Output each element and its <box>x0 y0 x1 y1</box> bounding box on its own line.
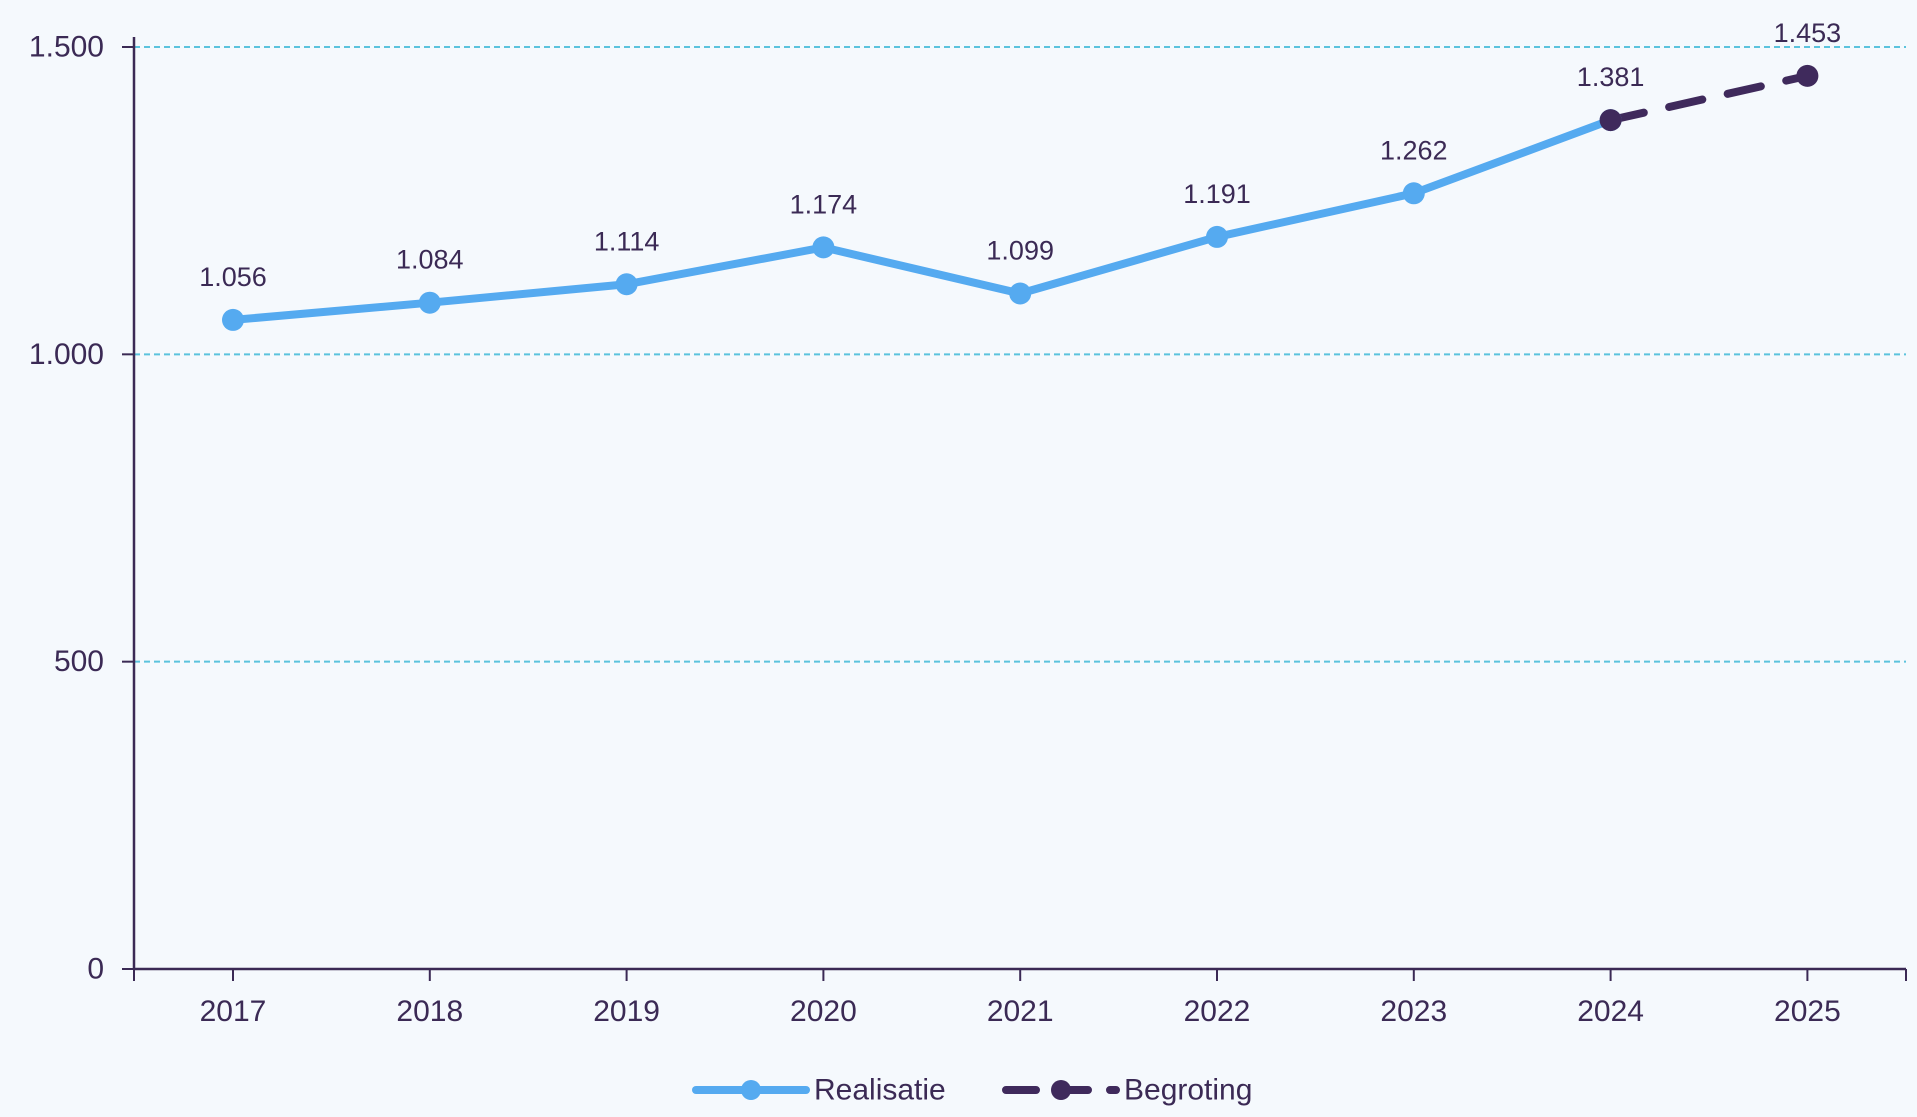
legend-marker <box>1051 1080 1071 1100</box>
y-axis-ticks: 0 500 1.000 1.500 <box>29 31 134 986</box>
legend-item-begroting: Begroting <box>1002 1074 1252 1107</box>
data-label: 1.381 <box>1577 62 1645 92</box>
data-label: 1.191 <box>1183 179 1251 209</box>
data-label: 1.262 <box>1380 135 1448 165</box>
data-point <box>222 308 244 331</box>
series-line-realisatie <box>229 116 1615 324</box>
legend-item-realisatie: Realisatie <box>692 1074 946 1107</box>
axes <box>132 37 1907 981</box>
data-label: 1.114 <box>594 226 660 256</box>
data-label: 1.099 <box>986 235 1054 265</box>
legend-label: Realisatie <box>814 1074 946 1107</box>
y-tick-label: 0 <box>87 953 104 986</box>
data-label: 1.084 <box>396 245 464 275</box>
data-point <box>1402 182 1425 205</box>
x-tick-label: 2022 <box>1184 995 1251 1028</box>
data-point <box>812 236 835 259</box>
y-tick-label: 500 <box>54 645 104 678</box>
x-tick-label: 2025 <box>1774 995 1841 1028</box>
data-point <box>1599 109 1622 132</box>
data-label: 1.056 <box>199 262 267 292</box>
gridlines <box>134 46 1906 663</box>
x-tick-label: 2020 <box>790 995 857 1028</box>
series-line-begroting <box>1606 71 1812 125</box>
data-label: 1.174 <box>790 189 858 219</box>
data-label: 1.453 <box>1774 18 1842 48</box>
legend-label: Begroting <box>1124 1074 1252 1107</box>
x-tick-label: 2023 <box>1380 995 1447 1028</box>
series-lines <box>229 71 1812 324</box>
series-points <box>222 64 1819 331</box>
x-axis-ticks: 2017 2018 2019 2020 2021 2022 2023 2024 2025 <box>200 969 1841 1028</box>
data-point <box>1206 225 1228 248</box>
y-tick-label: 1.000 <box>29 338 104 371</box>
data-point <box>1796 64 1819 87</box>
data-labels: 1.056 1.084 1.114 1.174 1.099 1.191 1.262 1.381… <box>199 18 1841 292</box>
x-tick-label: 2021 <box>987 995 1054 1028</box>
legend-marker <box>741 1080 761 1100</box>
data-point <box>1009 282 1032 305</box>
x-tick-label: 2019 <box>593 995 660 1028</box>
x-tick-label: 2018 <box>396 995 463 1028</box>
x-tick-label: 2024 <box>1577 995 1644 1028</box>
y-tick-label: 1.500 <box>29 31 104 64</box>
x-tick-label: 2017 <box>200 995 267 1028</box>
data-point <box>615 273 638 296</box>
legend: Realisatie Begroting <box>692 1074 1252 1107</box>
data-point <box>418 291 441 314</box>
